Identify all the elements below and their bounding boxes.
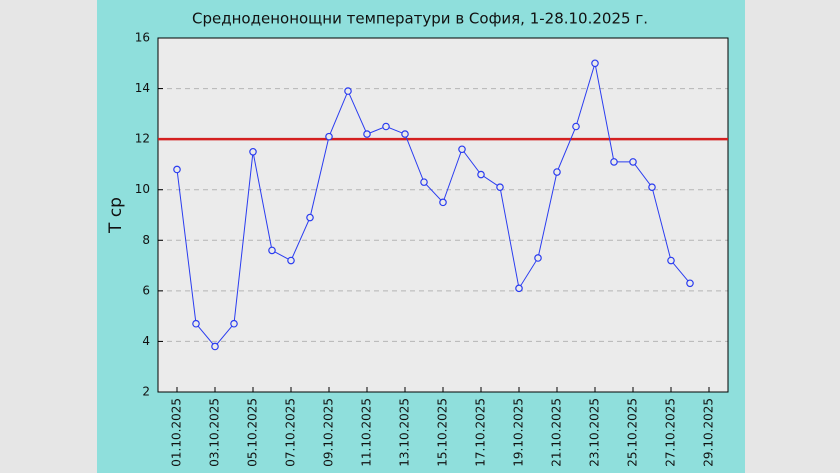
data-point bbox=[401, 130, 409, 138]
y-tick-label: 10 bbox=[135, 182, 150, 196]
y-tick-label: 2 bbox=[142, 385, 150, 399]
data-point bbox=[477, 170, 485, 179]
x-tick-label: 23.10.2025 bbox=[588, 398, 602, 467]
x-tick-label: 29.10.2025 bbox=[702, 398, 716, 467]
plot-area bbox=[158, 38, 728, 392]
data-point bbox=[686, 279, 694, 288]
data-point bbox=[458, 145, 466, 154]
data-point bbox=[268, 246, 276, 255]
data-point bbox=[496, 183, 504, 191]
y-tick-label: 14 bbox=[135, 81, 150, 95]
data-point bbox=[572, 122, 580, 131]
data-point bbox=[629, 158, 637, 166]
data-point bbox=[363, 130, 371, 138]
data-point bbox=[534, 254, 542, 262]
data-point bbox=[553, 168, 561, 176]
data-point bbox=[439, 198, 447, 207]
x-tick-label: 11.10.2025 bbox=[360, 398, 374, 467]
data-point bbox=[610, 158, 618, 166]
data-point bbox=[344, 87, 352, 95]
x-tick-label: 05.10.2025 bbox=[246, 398, 260, 467]
data-point bbox=[173, 165, 181, 174]
x-tick-label: 07.10.2025 bbox=[284, 398, 298, 467]
data-point bbox=[287, 256, 295, 265]
x-tick-label: 25.10.2025 bbox=[626, 398, 640, 467]
plot-border bbox=[157, 37, 729, 393]
x-tick-label: 27.10.2025 bbox=[664, 398, 678, 467]
data-point bbox=[306, 213, 314, 222]
x-tick-label: 13.10.2025 bbox=[398, 398, 412, 467]
data-point bbox=[211, 342, 219, 351]
chart-title: Средноденонощни температури в София, 1-2… bbox=[192, 10, 648, 28]
data-point bbox=[667, 256, 675, 265]
y-axis-label: T ср bbox=[106, 197, 126, 234]
x-tick-label: 17.10.2025 bbox=[474, 398, 488, 467]
data-point bbox=[591, 59, 599, 68]
data-line bbox=[176, 63, 691, 348]
y-tick-label: 16 bbox=[135, 31, 150, 45]
data-point bbox=[230, 319, 238, 328]
data-point bbox=[648, 183, 656, 191]
x-tick-label: 15.10.2025 bbox=[436, 398, 450, 467]
x-tick-label: 21.10.2025 bbox=[550, 398, 564, 467]
data-point bbox=[420, 178, 428, 186]
y-tick-label: 12 bbox=[135, 132, 150, 146]
y-tick-label: 4 bbox=[142, 334, 150, 348]
data-point bbox=[515, 284, 523, 293]
x-tick-label: 01.10.2025 bbox=[170, 398, 184, 467]
data-point bbox=[192, 319, 200, 328]
data-point bbox=[382, 122, 390, 131]
x-tick-label: 03.10.2025 bbox=[208, 398, 222, 467]
data-point bbox=[325, 132, 333, 141]
data-point bbox=[249, 147, 257, 156]
x-tick-label: 19.10.2025 bbox=[512, 398, 526, 467]
y-tick-label: 8 bbox=[142, 233, 150, 247]
y-tick-label: 6 bbox=[142, 283, 150, 297]
x-tick-label: 09.10.2025 bbox=[322, 398, 336, 467]
